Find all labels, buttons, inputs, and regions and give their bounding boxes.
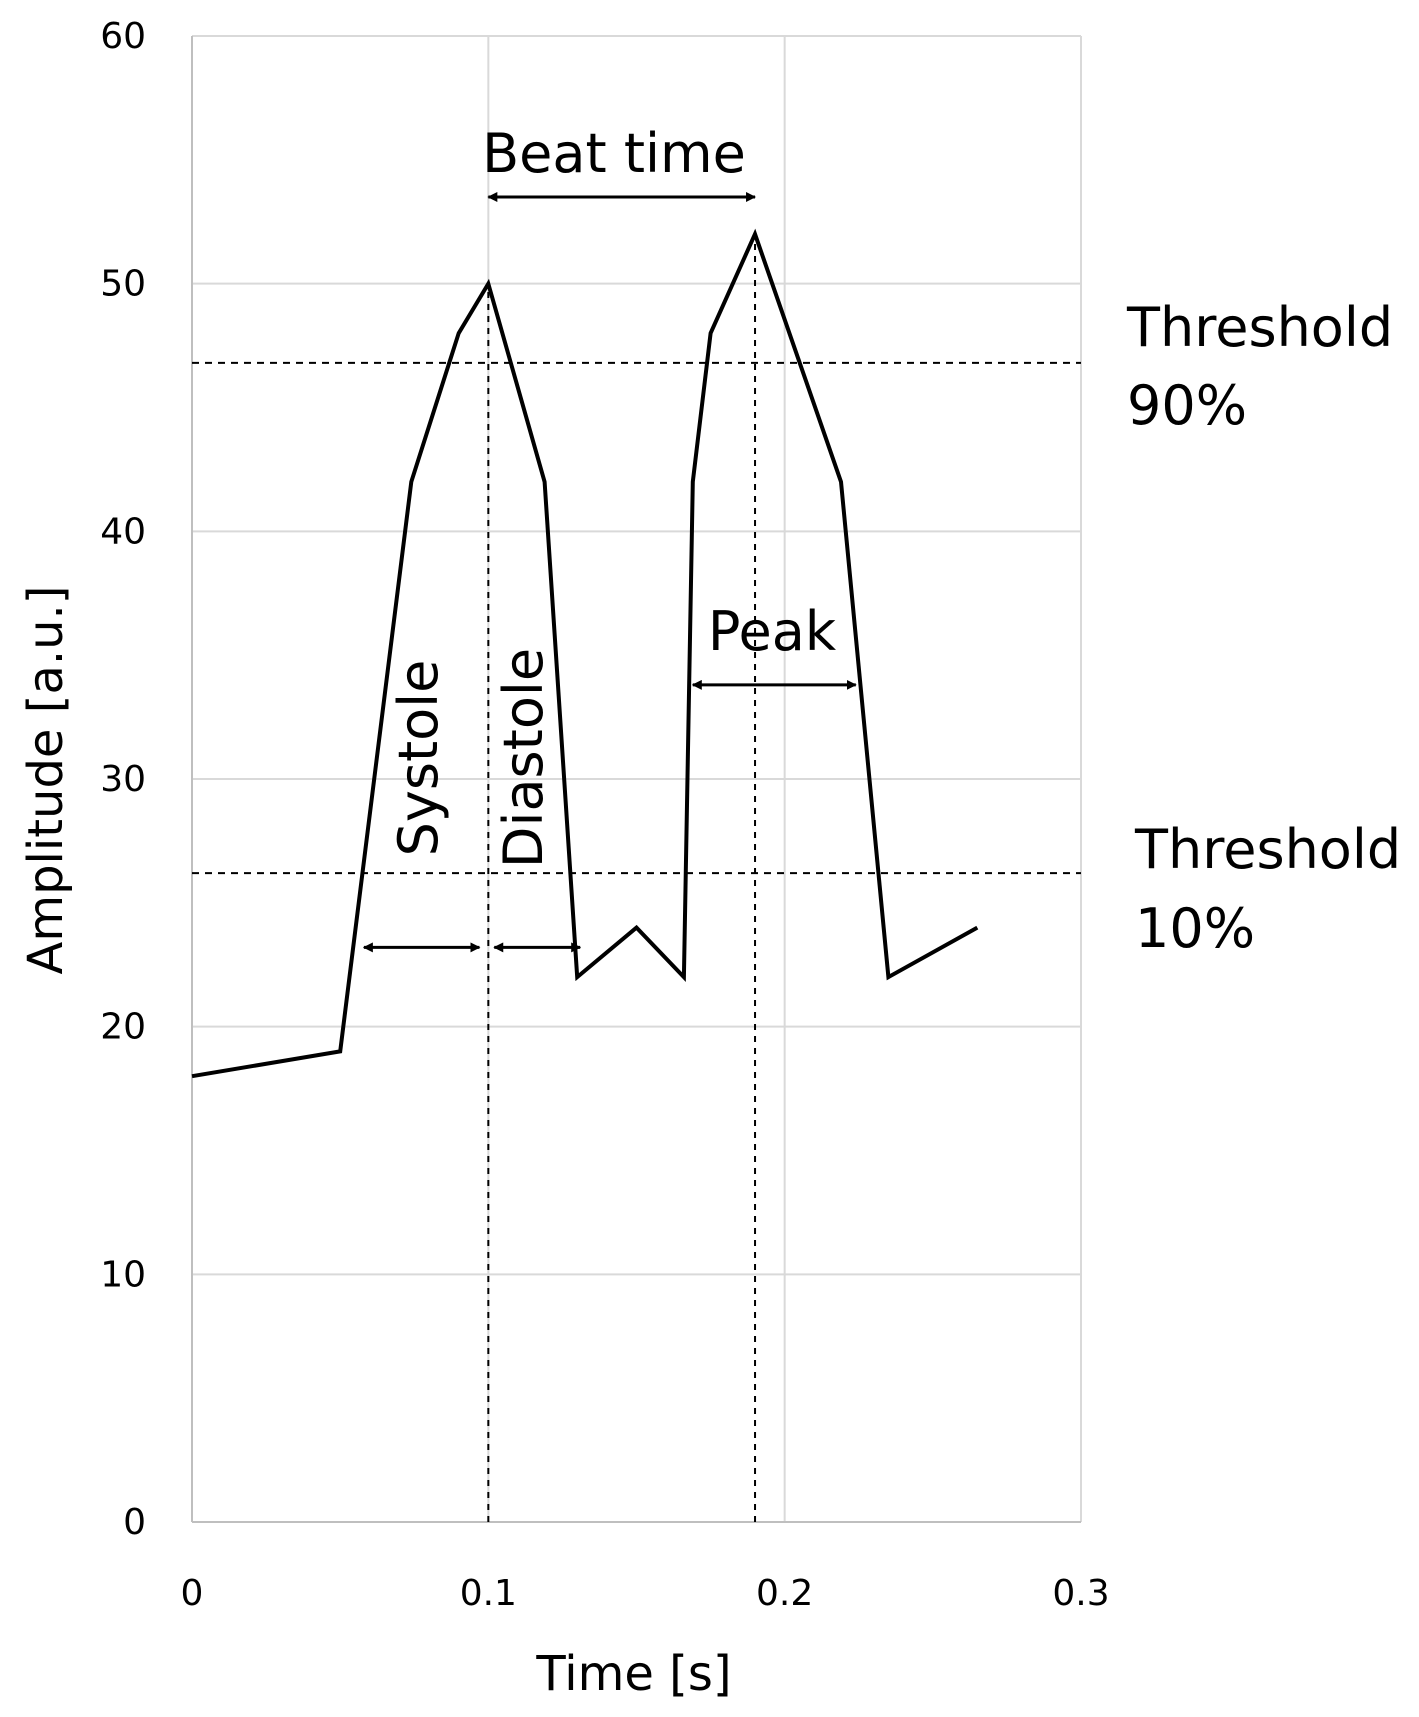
peak-label: Peak bbox=[708, 600, 837, 663]
y-tick-label: 0 bbox=[123, 1502, 146, 1543]
y-tick-label: 30 bbox=[100, 759, 146, 800]
x-tick-label: 0.2 bbox=[756, 1573, 813, 1614]
y-tick-label: 50 bbox=[100, 264, 146, 305]
grid-layer bbox=[192, 35, 1082, 1522]
beat-time-label: Beat time bbox=[482, 122, 746, 185]
annotation-layer bbox=[362, 191, 857, 953]
threshold-90-label-line2: 90% bbox=[1127, 374, 1247, 437]
axis-layer bbox=[191, 36, 1081, 1523]
x-tick-label: 0.3 bbox=[1052, 1573, 1109, 1614]
x-axis-title: Time [s] bbox=[535, 1646, 731, 1702]
y-tick-label: 10 bbox=[100, 1254, 146, 1295]
y-tick-label: 60 bbox=[100, 16, 146, 57]
series-layer bbox=[191, 228, 979, 1079]
y-axis-title: Amplitude [a.u.] bbox=[18, 585, 74, 974]
x-tick-label: 0 bbox=[181, 1573, 204, 1614]
threshold-10-label-line1: Threshold bbox=[1134, 818, 1401, 881]
series-line-1 bbox=[191, 228, 979, 1079]
y-tick-label: 40 bbox=[100, 511, 146, 552]
threshold-90-label-line1: Threshold bbox=[1126, 296, 1393, 359]
x-tick-label: 0.1 bbox=[460, 1573, 517, 1614]
reference-lines bbox=[192, 234, 1081, 1522]
diastole-label: Diastole bbox=[492, 648, 555, 868]
threshold-10-label-line2: 10% bbox=[1135, 897, 1255, 960]
tick-label-layer: 0 10 20 30 40 50 60 0 0.1 0.2 0.3 bbox=[100, 16, 1109, 1614]
systole-label: Systole bbox=[387, 660, 450, 857]
y-tick-label: 20 bbox=[100, 1007, 146, 1048]
